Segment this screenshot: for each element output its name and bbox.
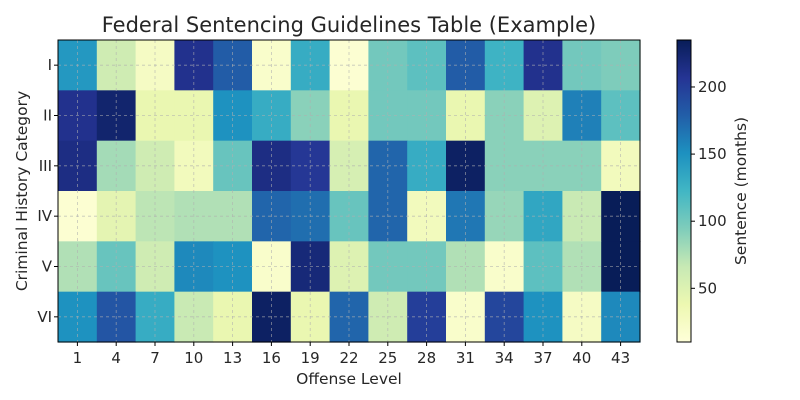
y-axis-label: Criminal History Category <box>13 91 31 291</box>
colorbar-label: Sentence (months) <box>732 117 750 265</box>
x-tick-label: 19 <box>301 349 320 367</box>
x-tick-label: 43 <box>611 349 630 367</box>
x-tick-label: 4 <box>111 349 121 367</box>
x-tick-label: 25 <box>378 349 397 367</box>
y-tick-label: VI <box>37 308 52 326</box>
x-tick-label: 37 <box>533 349 552 367</box>
y-tick-label: IV <box>37 207 52 225</box>
x-axis: 1 4 7 10 13 16 19 22 25 28 31 34 37 40 43 <box>73 342 630 367</box>
y-tick-label: I <box>48 56 52 74</box>
y-tick-label: II <box>43 107 52 125</box>
x-tick-label: 1 <box>73 349 83 367</box>
colorbar: 50 100 150 200 <box>676 39 727 343</box>
colorbar-tick-label: 50 <box>698 279 717 297</box>
colorbar-gradient <box>676 39 692 343</box>
chart-title: Federal Sentencing Guidelines Table (Exa… <box>102 13 596 37</box>
x-tick-label: 22 <box>339 349 358 367</box>
x-tick-label: 10 <box>184 349 203 367</box>
x-tick-label: 31 <box>456 349 475 367</box>
colorbar-tick-label: 200 <box>698 78 727 96</box>
colorbar-tick-label: 150 <box>698 145 727 163</box>
x-tick-label: 13 <box>223 349 242 367</box>
y-tick-label: III <box>39 157 52 175</box>
heatmap-cell <box>96 241 137 293</box>
grid <box>58 40 640 342</box>
x-axis-label: Offense Level <box>296 370 402 388</box>
x-tick-label: 40 <box>572 349 591 367</box>
x-tick-label: 16 <box>262 349 281 367</box>
colorbar-tick-label: 100 <box>698 212 727 230</box>
y-tick-label: V <box>42 258 53 276</box>
x-tick-label: 28 <box>417 349 436 367</box>
x-tick-label: 34 <box>495 349 514 367</box>
x-tick-label: 7 <box>150 349 160 367</box>
